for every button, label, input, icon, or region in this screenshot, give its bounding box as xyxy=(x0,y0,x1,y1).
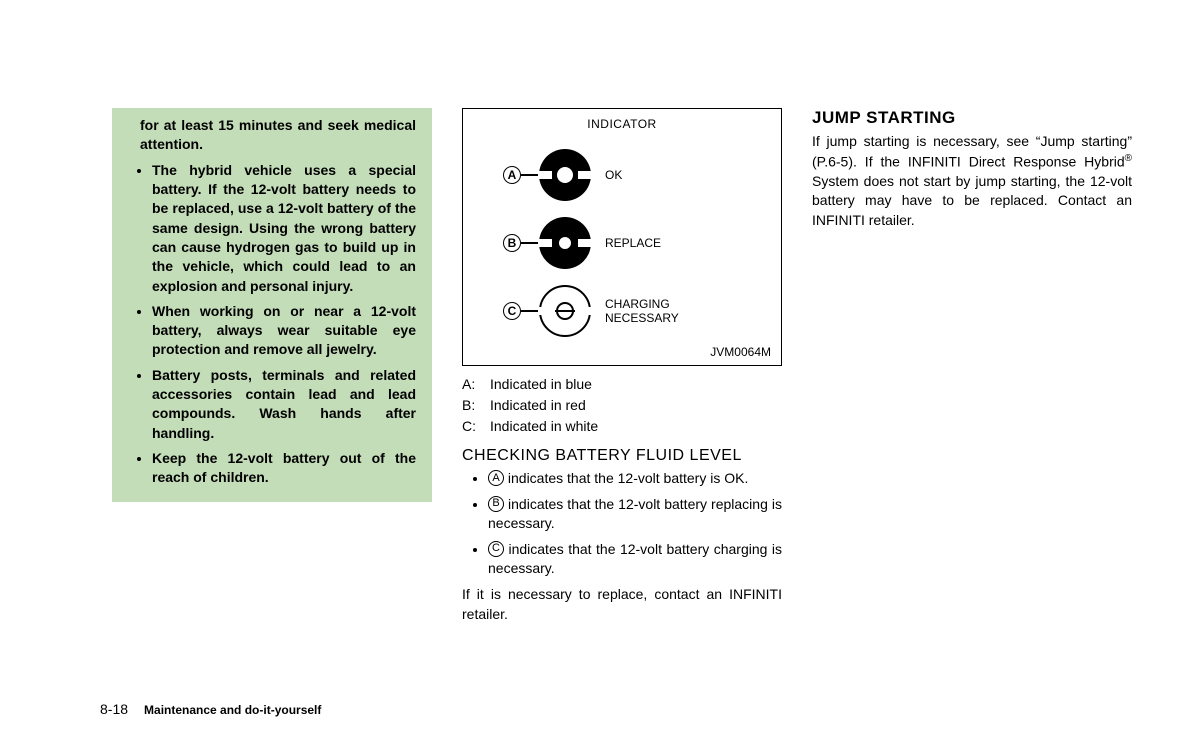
page-number: 8-18 xyxy=(100,701,128,717)
legend-key: C: xyxy=(462,416,490,437)
connector-icon xyxy=(521,242,539,244)
indicator-label-c1: CHARGING xyxy=(605,297,670,311)
indicator-letter-b: B xyxy=(503,234,521,252)
warning-list: The hybrid vehicle uses a special batter… xyxy=(128,161,416,488)
indicator-diagram: INDICATOR A OK B xyxy=(462,108,782,366)
legend-row-a: A: Indicated in blue xyxy=(462,374,782,395)
legend-row-b: B: Indicated in red xyxy=(462,395,782,416)
warning-item: Battery posts, terminals and related acc… xyxy=(152,366,416,443)
page-footer: 8-18 Maintenance and do-it-yourself xyxy=(100,701,321,717)
column-warnings: for at least 15 minutes and seek medical… xyxy=(112,108,432,624)
jump-starting-heading: JUMP STARTING xyxy=(812,108,1132,128)
footer-title: Maintenance and do-it-yourself xyxy=(144,703,321,717)
inline-letter-a: A xyxy=(488,470,504,486)
check-item-b: B indicates that the 12-volt battery rep… xyxy=(488,495,782,534)
fluid-level-heading: CHECKING BATTERY FLUID LEVEL xyxy=(462,447,782,465)
indicator-ball-ok-icon xyxy=(539,149,591,201)
column-diagram: INDICATOR A OK B xyxy=(462,108,782,624)
warning-lead: for at least 15 minutes and seek medical… xyxy=(140,116,416,155)
page-body: for at least 15 minutes and seek medical… xyxy=(0,0,1200,624)
legend-value: Indicated in blue xyxy=(490,374,592,395)
fluid-trail: If it is necessary to replace, contact a… xyxy=(462,585,782,624)
diagram-title: INDICATOR xyxy=(463,117,781,131)
indicator-ball-replace-icon xyxy=(539,217,591,269)
inline-letter-c: C xyxy=(488,541,504,557)
indicator-label-b: REPLACE xyxy=(605,236,661,250)
jump-body-before: If jump starting is necessary, see “Jump… xyxy=(812,133,1132,169)
indicator-row-a: A OK xyxy=(503,149,622,201)
check-item-c: C indicates that the 12-volt battery cha… xyxy=(488,540,782,579)
check-text-a: indicates that the 12-volt battery is OK… xyxy=(504,470,748,486)
warning-item: When working on or near a 12-volt batter… xyxy=(152,302,416,360)
indicator-row-c: C CHARGING NECESSARY xyxy=(503,285,679,337)
check-text-c: indicates that the 12-volt battery charg… xyxy=(488,541,782,577)
connector-icon xyxy=(521,310,539,312)
fluid-checklist: A indicates that the 12-volt battery is … xyxy=(462,469,782,624)
legend-key: A: xyxy=(462,374,490,395)
legend-row-c: C: Indicated in white xyxy=(462,416,782,437)
jump-body-after: System does not start by jump starting, … xyxy=(812,173,1132,228)
warning-callout: for at least 15 minutes and seek medical… xyxy=(112,108,432,502)
indicator-label-c2: NECESSARY xyxy=(605,311,679,325)
connector-icon xyxy=(521,174,539,176)
warning-item: The hybrid vehicle uses a special batter… xyxy=(152,161,416,296)
indicator-ball-charging-icon xyxy=(539,285,591,337)
legend-key: B: xyxy=(462,395,490,416)
check-item-a: A indicates that the 12-volt battery is … xyxy=(488,469,782,489)
indicator-letter-c: C xyxy=(503,302,521,320)
legend-value: Indicated in white xyxy=(490,416,598,437)
inline-letter-b: B xyxy=(488,496,504,512)
indicator-label-c: CHARGING NECESSARY xyxy=(605,297,679,326)
indicator-row-b: B REPLACE xyxy=(503,217,661,269)
color-legend: A: Indicated in blue B: Indicated in red… xyxy=(462,374,782,437)
warning-item: Keep the 12-volt battery out of the reac… xyxy=(152,449,416,488)
registered-mark-icon: ® xyxy=(1125,153,1132,164)
indicator-label-a: OK xyxy=(605,168,622,182)
indicator-letter-a: A xyxy=(503,166,521,184)
check-text-b: indicates that the 12-volt battery repla… xyxy=(488,496,782,532)
diagram-code: JVM0064M xyxy=(710,345,771,359)
legend-value: Indicated in red xyxy=(490,395,586,416)
column-jump-starting: JUMP STARTING If jump starting is necess… xyxy=(812,108,1132,624)
jump-starting-body: If jump starting is necessary, see “Jump… xyxy=(812,132,1132,231)
